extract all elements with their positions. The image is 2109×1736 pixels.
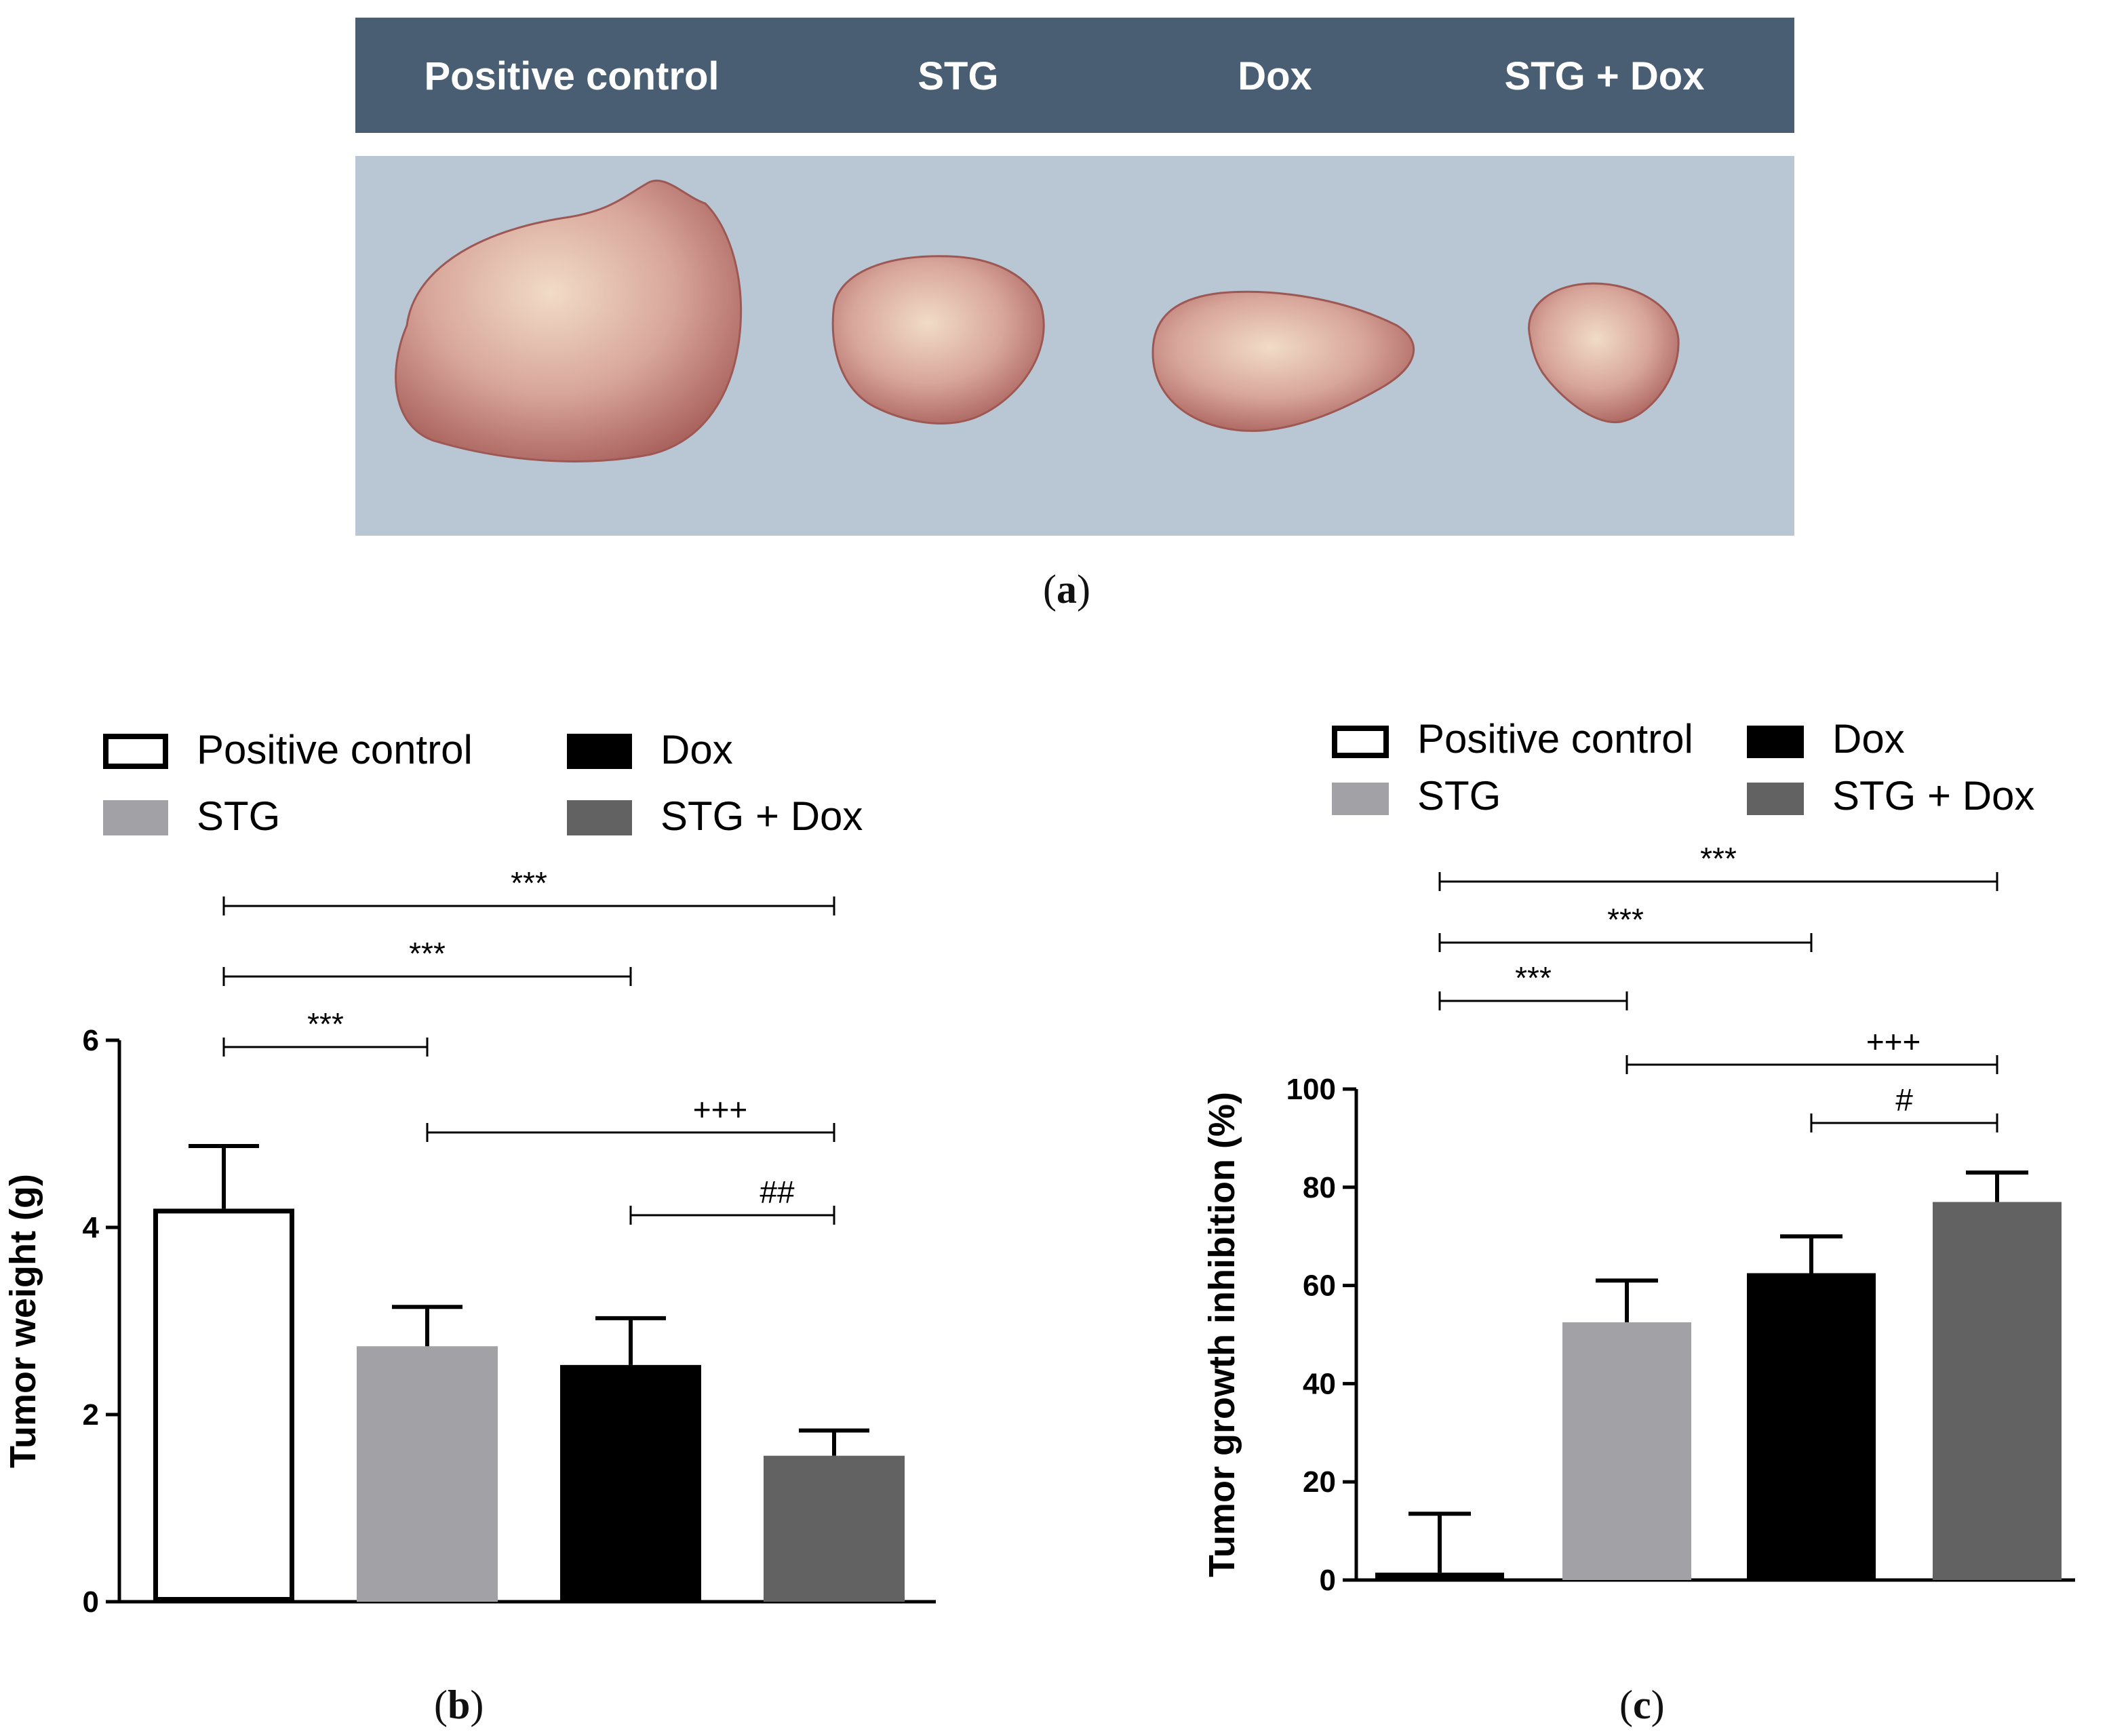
legend-swatch-positive-control xyxy=(1332,726,1389,758)
caption-b: (b) xyxy=(434,1682,484,1727)
legend-label-dox: Dox xyxy=(661,727,733,772)
sig-label: *** xyxy=(1515,960,1552,995)
tumor-dox xyxy=(1151,290,1415,432)
legend-label-positive-control: Positive control xyxy=(1417,716,1693,762)
legend-swatch-positive-control xyxy=(103,734,168,769)
legend-swatch-dox xyxy=(567,734,632,769)
sig-label: ## xyxy=(760,1175,795,1210)
legend-label-stg: STG xyxy=(1417,773,1501,818)
bar-dox xyxy=(1747,1273,1876,1580)
header-label-stg-dox: STG + Dox xyxy=(1505,54,1705,98)
legend-swatch-stg xyxy=(103,800,168,835)
caption-a: (a) xyxy=(1043,567,1090,612)
y-axis-label: Tumor growth inhibition (%) xyxy=(1202,1092,1242,1577)
bar-stg-dox xyxy=(764,1455,905,1602)
sig-label: +++ xyxy=(1866,1024,1921,1059)
legend-label-dox: Dox xyxy=(1832,716,1905,762)
legend-label-stg-dox: STG + Dox xyxy=(1832,773,2034,818)
sig-label: *** xyxy=(1607,902,1644,937)
header-label-stg: STG xyxy=(918,54,998,98)
tumor-stg xyxy=(831,255,1045,425)
sig-label: *** xyxy=(307,1006,344,1042)
sig-label: *** xyxy=(1700,841,1737,876)
legend-swatch-dox xyxy=(1747,726,1804,758)
tumor-positive-control xyxy=(395,179,742,462)
bar-positive-control xyxy=(1375,1573,1504,1581)
sig-label: # xyxy=(1895,1082,1913,1118)
header-label-positive-control: Positive control xyxy=(424,54,719,98)
chart-c: 0 20 40 60 80 100 Tumor growth inhibition (%) *… xyxy=(1202,716,2075,1597)
legend-label-stg-dox: STG + Dox xyxy=(661,793,863,839)
tumor-stg-dox xyxy=(1528,282,1680,424)
header-bar xyxy=(355,18,1794,133)
caption-c: (c) xyxy=(1619,1682,1665,1727)
legend-swatch-stg-dox xyxy=(567,800,632,835)
header-label-dox: Dox xyxy=(1238,54,1312,98)
y-axis-label: Tumor weight (g) xyxy=(3,1174,43,1468)
y-tick-label: 0 xyxy=(83,1585,99,1619)
y-tick-label: 40 xyxy=(1303,1367,1336,1400)
legend-swatch-stg-dox xyxy=(1747,783,1804,815)
y-tick-label: 0 xyxy=(1320,1564,1336,1597)
tumor-photo-figure: Positive control STG Dox STG + Dox xyxy=(355,18,1794,536)
bar-dox xyxy=(560,1364,701,1602)
bar-stg-dox xyxy=(1933,1202,2062,1580)
legend-label-stg: STG xyxy=(197,793,280,839)
y-tick-label: 2 xyxy=(83,1398,99,1432)
legend-label-positive-control: Positive control xyxy=(197,727,473,772)
chart-b: 0 2 4 6 Tumor weight (g) *** *** *** +++ ## Positi… xyxy=(3,727,936,1619)
y-tick-label: 100 xyxy=(1286,1073,1336,1106)
y-tick-label: 60 xyxy=(1303,1269,1336,1303)
y-tick-label: 6 xyxy=(83,1024,99,1057)
bar-stg xyxy=(1562,1322,1691,1580)
sig-label: *** xyxy=(511,865,547,901)
y-tick-label: 80 xyxy=(1303,1171,1336,1204)
sig-label: +++ xyxy=(693,1092,748,1127)
bar-stg xyxy=(357,1346,498,1602)
sig-label: *** xyxy=(409,936,446,971)
bar-positive-control xyxy=(153,1208,294,1602)
y-tick-label: 20 xyxy=(1303,1465,1336,1499)
panel-a: Positive control STG Dox STG + Dox xyxy=(0,0,2109,610)
y-tick-label: 4 xyxy=(83,1211,100,1244)
legend-swatch-stg xyxy=(1332,783,1389,815)
